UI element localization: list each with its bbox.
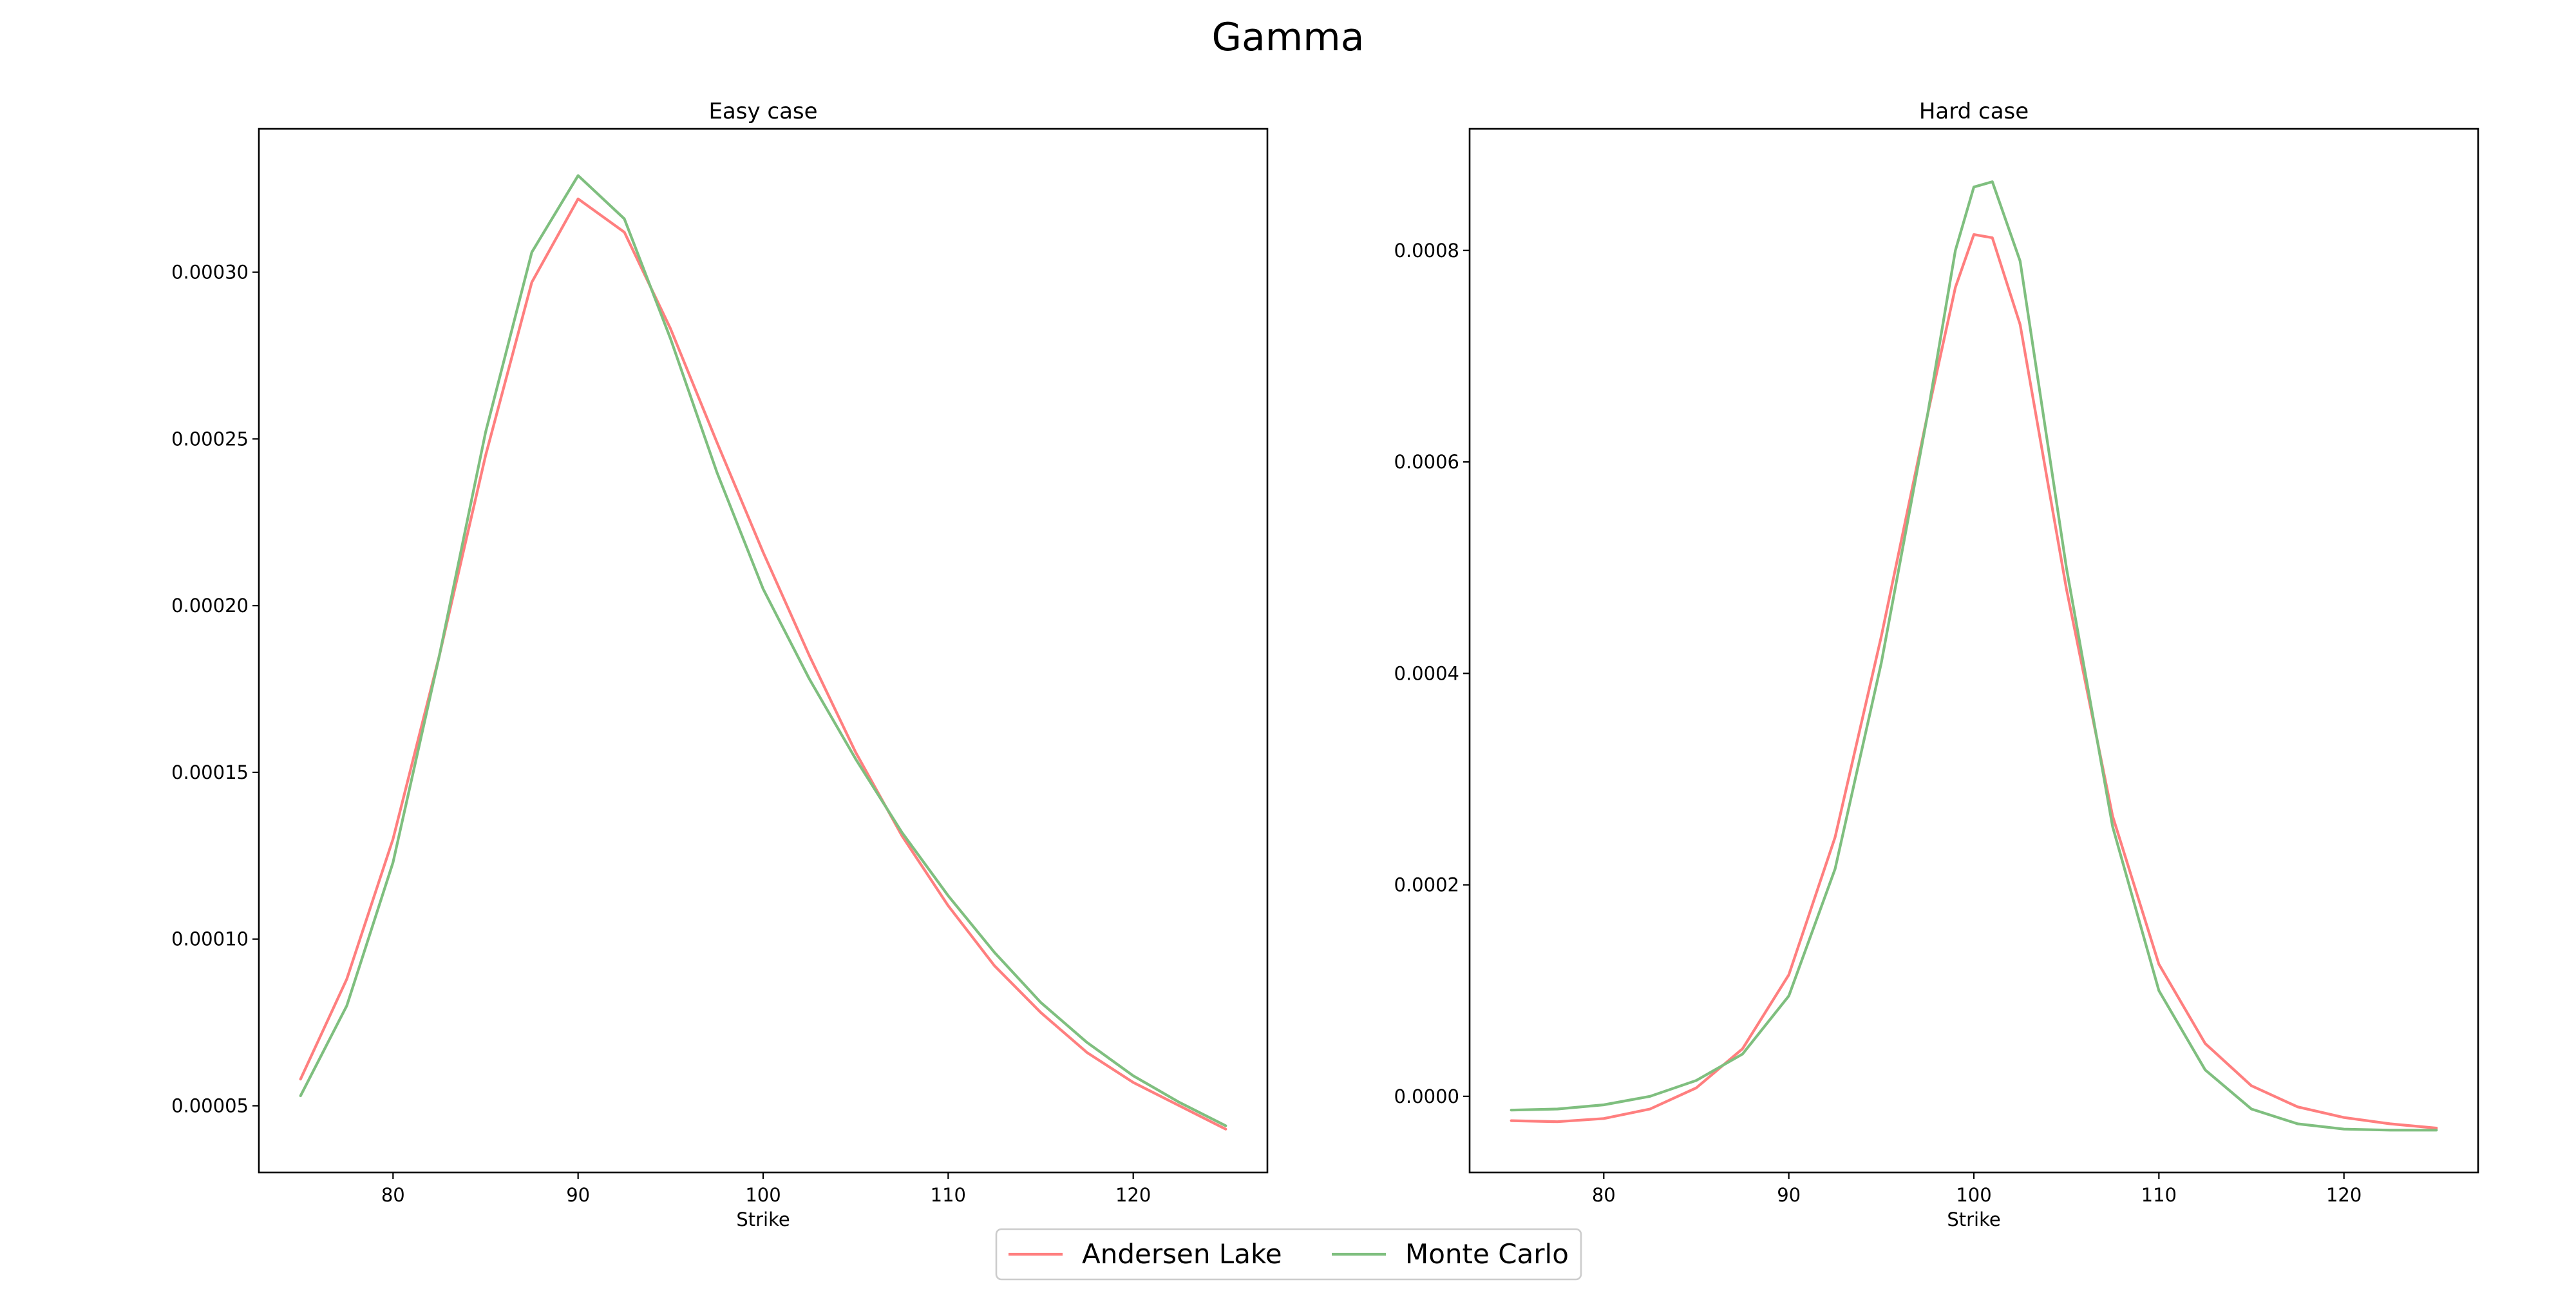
figure-title: Gamma [1212, 15, 1365, 60]
y-tick-label: 0.0002 [1394, 874, 1459, 896]
y-tick-label: 0.00030 [171, 262, 249, 283]
x-tick-label: 80 [1592, 1184, 1616, 1206]
axes-frame [258, 128, 1269, 1174]
legend-label: Monte Carlo [1405, 1238, 1569, 1270]
series-line-andersen-lake [299, 197, 1227, 1131]
y-tick-label: 0.00020 [171, 595, 249, 617]
x-tick-label: 80 [381, 1184, 405, 1206]
y-tick-label: 0.0006 [1394, 451, 1459, 473]
subplot-title: Easy case [708, 99, 817, 124]
axes-frame [1468, 128, 2479, 1174]
subplots: Easy case 80 90 100 110 120 0.00005 0.00010 0.00… [171, 99, 2479, 1230]
series-line-andersen-lake [1510, 233, 2438, 1130]
x-tick-label: 110 [931, 1184, 966, 1206]
legend-label: Andersen Lake [1082, 1238, 1282, 1270]
subplot-2: Hard case 80 90 100 110 120 0.0000 0.0002 0.0004… [1394, 99, 2479, 1230]
y-tick-label: 0.00010 [171, 928, 249, 950]
x-tick-label: 120 [1115, 1184, 1151, 1206]
x-axis-label: Strike [1947, 1209, 2000, 1230]
x-tick-label: 100 [1956, 1184, 1991, 1206]
y-tick-label: 0.00015 [171, 761, 249, 783]
y-tick-label: 0.0008 [1394, 240, 1459, 262]
x-tick-label: 90 [566, 1184, 590, 1206]
y-tick-label: 0.0004 [1394, 662, 1459, 684]
x-tick-label: 120 [2326, 1184, 2362, 1206]
series-line-monte-carlo [299, 174, 1227, 1127]
y-tick-label: 0.00025 [171, 428, 249, 450]
subplot-1: Easy case 80 90 100 110 120 0.00005 0.00010 0.00… [171, 99, 1269, 1230]
x-tick-label: 110 [2141, 1184, 2177, 1206]
x-tick-label: 100 [745, 1184, 781, 1206]
x-tick-label: 90 [1777, 1184, 1801, 1206]
y-tick-label: 0.00005 [171, 1095, 249, 1116]
x-axis-label: Strike [736, 1209, 790, 1230]
y-tick-label: 0.0000 [1394, 1085, 1459, 1107]
series-line-monte-carlo [1510, 180, 2438, 1132]
legend-box [995, 1228, 1582, 1281]
subplot-title: Hard case [1919, 99, 2029, 124]
legend: Andersen Lake Monte Carlo [995, 1228, 1582, 1281]
